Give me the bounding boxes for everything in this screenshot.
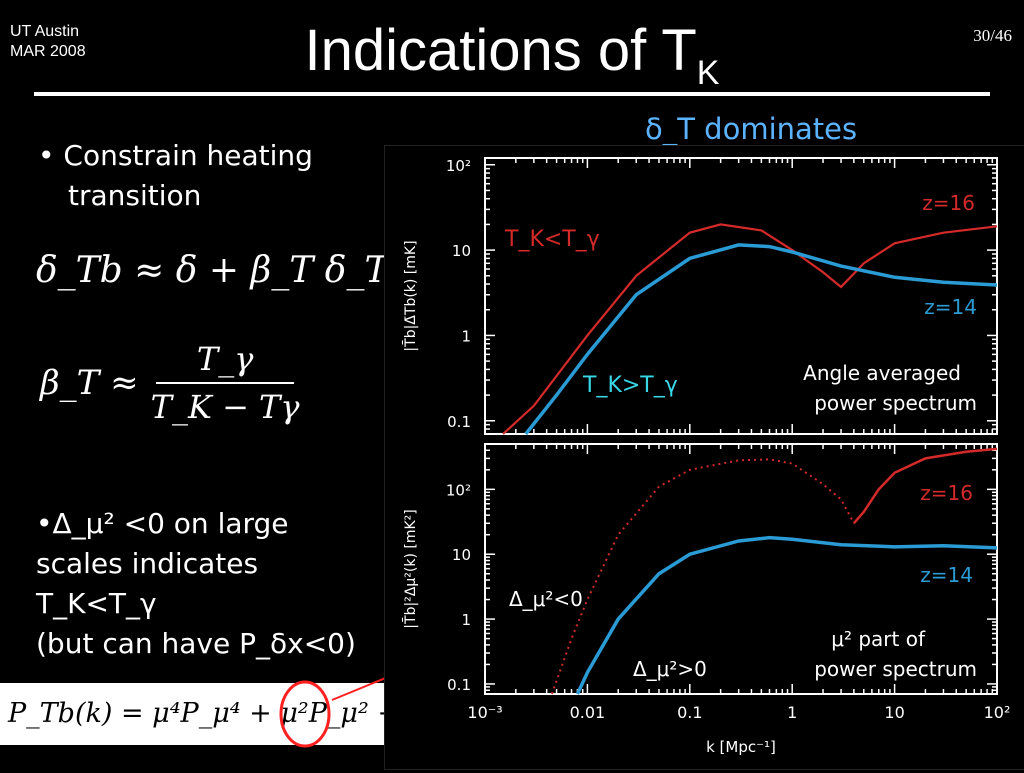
series-line-z=16-dotted <box>550 458 855 695</box>
annotation-tk-lt-tgamma: T_K<T_γ <box>504 227 600 252</box>
y-tick-label: 1 <box>461 611 471 629</box>
affiliation-line1: UT Austin <box>10 23 80 40</box>
y-tick-label: 10 <box>452 546 471 564</box>
x-tick-label: 1 <box>787 703 797 722</box>
y-axis-label: |T̄b|Δ̄Tb(k) [mK] <box>401 240 419 351</box>
y-axis-label: |T̄b|²Δμ²(k) [mK²] <box>401 509 419 628</box>
y-tick-label: 0.1 <box>447 676 471 694</box>
x-tick-label: 10 <box>884 703 904 722</box>
annotation-tk-gt-tgamma: T_K>T_γ <box>582 373 678 398</box>
slide-title: Indications of TK <box>0 16 1024 94</box>
annotation-z14-top: z=14 <box>924 295 977 319</box>
equation-beta-t: β_T ≈ T_γ T_K − Tγ <box>40 340 300 426</box>
chart-panel: 10² 10 1 0.1 |T̄b|Δ̄Tb(k) [mK] 10² 10 1 0.1 |T̄b|… <box>384 145 1024 770</box>
x-tick-label: 10² <box>984 703 1011 722</box>
x-tick-label: 0.01 <box>570 703 606 722</box>
delta-t-dominates-label: δ_T dominates <box>645 112 858 146</box>
x-tick-label: 10⁻³ <box>467 703 502 722</box>
bullet-1-line1: • Constrain heating <box>38 139 313 172</box>
equation-beta-numerator: T_γ <box>196 340 254 378</box>
annotation-z14-bottom: z=14 <box>920 563 973 587</box>
page-number: 30/46 <box>973 26 1012 45</box>
annotation-power-spectrum-bottom: power spectrum <box>814 657 977 681</box>
bullet-2: •Δ_μ² <0 on large scales indicates T_K<T… <box>36 504 356 664</box>
equation-beta-denominator: T_K − Tγ <box>150 388 300 426</box>
equation-delta-tb-text: δ_Tb ≈ δ + β_T δ_Tk <box>36 250 411 291</box>
annotation-mu2-part: μ² part of <box>831 627 926 651</box>
x-tick-label: 0.1 <box>677 703 702 722</box>
plot-frame-top <box>484 157 998 435</box>
bullet-2-line1: •Δ_μ² <0 on large <box>36 507 289 540</box>
series-line-z=16 <box>502 223 998 435</box>
series-line-z=14 <box>575 535 998 695</box>
annotation-delta-mu2-pos: Δ_μ²>0 <box>633 657 707 681</box>
fraction-bar <box>156 382 295 384</box>
affiliation-line2: MAR 2008 <box>10 43 86 60</box>
x-axis-label: k [Mpc⁻¹] <box>706 738 776 756</box>
header-affiliation: UT Austin MAR 2008 <box>10 22 86 62</box>
annotation-power-spectrum-top: power spectrum <box>814 391 977 415</box>
annotation-z16-top: z=16 <box>922 191 975 215</box>
highlight-ellipse <box>279 680 331 748</box>
bullet-1: • Constrain heating transition <box>38 136 313 216</box>
y-tick-label: 1 <box>461 327 471 345</box>
y-tick-label: 10² <box>446 157 471 175</box>
bullet-1-line2: transition <box>68 179 202 212</box>
series-line-z=14 <box>524 243 998 436</box>
y-tick-label: 10 <box>452 242 471 260</box>
chart-svg: 10² 10 1 0.1 |T̄b|Δ̄Tb(k) [mK] 10² 10 1 0.1 |T̄b|… <box>401 157 1011 756</box>
equation-beta-lhs: β_T ≈ <box>40 363 139 403</box>
bullet-2-line3: T_K<T_γ <box>36 587 157 620</box>
y-tick-label: 0.1 <box>447 413 471 431</box>
bullet-2-line4: (but can have P_δx<0) <box>36 627 356 660</box>
equation-delta-tb: δ_Tb ≈ δ + β_T δ_Tk <box>36 250 410 291</box>
series-line-z=16 <box>852 447 998 525</box>
y-tick-label: 10² <box>446 481 471 499</box>
title-divider <box>34 92 990 96</box>
bullet-2-line2: scales indicates <box>36 547 259 580</box>
title-main: Indications of T <box>304 18 697 83</box>
annotation-z16-bottom: z=16 <box>920 481 973 505</box>
annotation-angle-averaged: Angle averaged <box>803 361 961 385</box>
annotation-delta-mu2-neg: Δ_μ²<0 <box>509 587 583 611</box>
title-subscript: K <box>696 54 720 92</box>
